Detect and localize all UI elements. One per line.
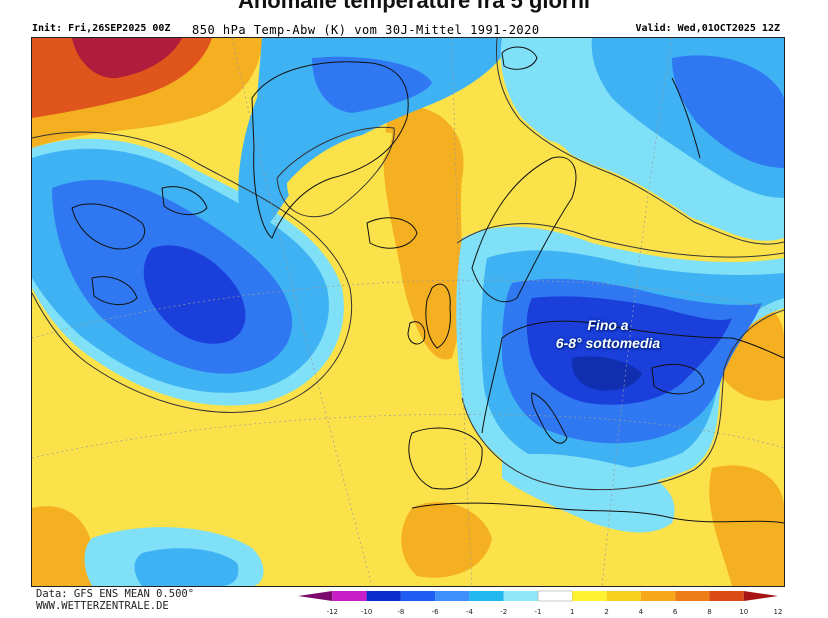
coastline-italy: [531, 392, 568, 444]
longitude-line: [451, 38, 473, 586]
coastline-iberia: [408, 427, 483, 490]
cold-anomaly-southwest-core: [134, 548, 239, 586]
cold-anomaly-atlantic-deep: [143, 245, 246, 344]
coastline-novaya-zemlya: [671, 77, 701, 159]
zero-anomaly-contour-mediterranean: [461, 309, 784, 491]
cold-anomaly-arctic-east-core: [672, 55, 784, 168]
coastline-ireland: [407, 321, 426, 345]
zero-anomaly-contour-arctic: [495, 38, 784, 245]
coastline-scandinavia: [471, 156, 577, 303]
cold-anomaly-greenland-core: [312, 56, 432, 113]
init-time: Init: Fri,26SEP2025 00Z: [32, 23, 171, 34]
legend-swatch: [366, 591, 401, 601]
scandinavia-warm-pocket: [517, 139, 577, 221]
coastline-svalbard: [501, 46, 538, 70]
legend-swatch: [332, 591, 367, 601]
legend-swatch: [640, 591, 676, 601]
legend-tick-label: 10: [739, 608, 748, 616]
coastline-iceland: [366, 217, 418, 249]
color-legend: -12 -10 -8 -6 -4 -2 -1 1 2 4 6 8 10 12: [288, 590, 788, 616]
coastlines: [71, 46, 784, 524]
coastline-black-sea: [651, 364, 705, 395]
annotation-line-1: Fino a: [587, 317, 629, 333]
warm-anomaly-southeast: [709, 465, 784, 586]
zero-anomaly-contour-greenland: [276, 126, 395, 218]
legend-tick-label: -1: [535, 608, 542, 616]
legend-swatch: [709, 591, 744, 601]
legend-tick-label: 12: [774, 608, 783, 616]
legend-tick-label: 2: [604, 608, 608, 616]
cold-anomaly-greenland: [238, 38, 513, 238]
valid-time: Valid: Wed,01OCT2025 12Z: [635, 23, 781, 34]
latitude-line: [32, 414, 784, 459]
zero-anomaly-contour-atlantic: [32, 131, 353, 413]
legend-swatch: [537, 590, 573, 602]
coastline-canada-arctic: [71, 186, 208, 305]
legend-tick-label: 8: [707, 608, 711, 616]
legend-swatch: [743, 591, 778, 601]
data-source-footer: Data: GFS ENS MEAN 0.500° WWW.WETTERZENT…: [36, 588, 194, 612]
longitude-line: [601, 38, 673, 586]
legend-tick-label: -4: [466, 608, 474, 616]
coastline-greenland: [251, 61, 409, 239]
extreme-anomaly-canada: [72, 38, 182, 79]
coastline-europe-mainland: [481, 320, 784, 434]
legend-tick-label: -12: [327, 608, 338, 616]
legend-swatch: [298, 591, 333, 601]
map-title: Anomalie temperature fra 5 giorni: [237, 0, 591, 13]
legend-tick-label: 6: [673, 608, 678, 616]
legend-tick-label: 1: [570, 608, 574, 616]
warm-anomaly-iberia: [401, 502, 492, 578]
map-header: Init: Fri,26SEP2025 00Z 850 hPa Temp-Abw…: [32, 23, 784, 37]
legend-swatch: [435, 591, 470, 601]
legend-swatch: [572, 591, 607, 601]
legend-swatch: [675, 591, 710, 601]
temperature-anomaly-map: [31, 37, 785, 587]
cold-anomaly-europe-innermost: [571, 356, 642, 391]
zero-anomaly-contour-europe: [456, 223, 784, 258]
legend-tick-label: -8: [397, 608, 404, 616]
anomaly-field: [32, 38, 784, 586]
legend-swatch: [503, 591, 538, 601]
legend-swatch: [469, 591, 504, 601]
cold-anomaly-mediterranean: [502, 453, 675, 533]
longitude-line: [231, 38, 373, 586]
warm-anomaly-south-atlantic: [32, 506, 94, 586]
coastline-british-isles: [425, 283, 451, 349]
website-line: WWW.WETTERZENTRALE.DE: [36, 600, 169, 612]
legend-swatch: [606, 591, 641, 601]
latitude-line: [32, 279, 784, 339]
legend-bar: -12 -10 -8 -6 -4 -2 -1 1 2 4 6 8 10 12: [298, 590, 783, 616]
legend-tick-label: -6: [432, 608, 440, 616]
annotation-line-2: 6-8° sottomedia: [555, 335, 661, 351]
hot-anomaly-canada: [32, 38, 212, 118]
data-source-line: Data: GFS ENS MEAN 0.500°: [36, 588, 195, 600]
field-description: 850 hPa Temp-Abw (K) vom 30J-Mittel 1991…: [192, 23, 540, 37]
greenland-warm-pocket: [287, 132, 392, 212]
legend-swatch: [400, 591, 436, 601]
warm-anomaly-north-atlantic: [383, 106, 464, 360]
legend-tick-label: -10: [361, 608, 372, 616]
legend-tick-label: 4: [639, 608, 644, 616]
coastline-north-africa: [411, 502, 784, 524]
anomaly-annotation: Fino a 6-8° sottomedia: [540, 316, 676, 352]
legend-tick-label: -2: [500, 608, 507, 616]
